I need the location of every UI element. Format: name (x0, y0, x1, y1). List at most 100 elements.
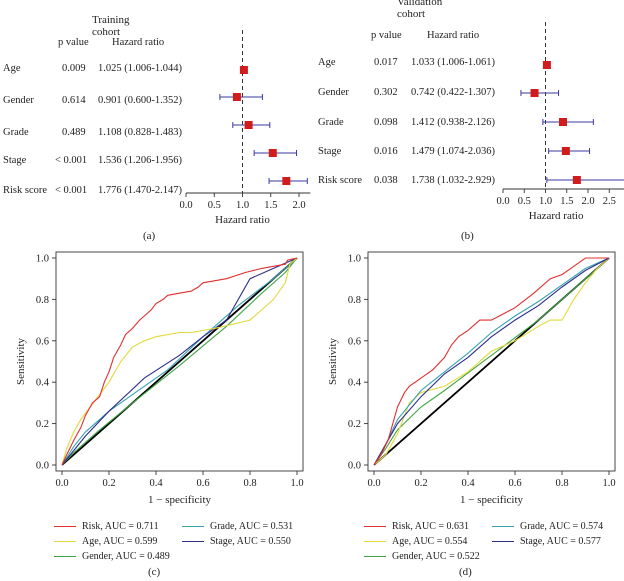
row-hr-text: 0.901 (0.600-1.352) (98, 95, 182, 106)
x-tick-label: 1.0 (290, 478, 303, 489)
y-tick-label: 0.6 (36, 336, 49, 347)
y-axis-label: Sensitivity (327, 337, 339, 385)
legend: Risk, AUC = 0.631 Grade, AUC = 0.574 Age… (312, 520, 624, 562)
legend: Risk, AUC = 0.711 Grade, AUC = 0.531 Age… (0, 520, 312, 562)
x-tick-label: 1.0 (602, 478, 615, 489)
x-tick-label: 0.5 (208, 200, 221, 211)
plot-frame (367, 251, 616, 472)
x-axis-label: Hazard ratio (215, 214, 270, 226)
legend-swatch (182, 541, 204, 542)
y-tick-label: 0.4 (348, 378, 362, 389)
row-p-value: 0.302 (374, 87, 398, 98)
column-header-p: p value (371, 30, 402, 41)
x-tick-label: 1.5 (560, 196, 573, 207)
legend-label: Grade, AUC = 0.531 (210, 521, 294, 532)
row-hr-text: 1.776 (1.470-2.147) (98, 185, 182, 196)
legend-label: Age, AUC = 0.599 (82, 536, 158, 547)
x-tick-label: 0.0 (367, 478, 380, 489)
y-tick-label: 0.8 (348, 295, 361, 306)
legend-item-grade: Grade, AUC = 0.574 (492, 521, 603, 532)
row-hr-text: 1.025 (1.006-1.044) (98, 63, 182, 74)
x-tick-label: 1.0 (236, 200, 249, 211)
plot-frame (55, 251, 304, 472)
legend-label: Grade, AUC = 0.574 (520, 521, 604, 532)
legend-label: Stage, AUC = 0.577 (520, 536, 601, 547)
x-tick-label: 0.2 (102, 478, 115, 489)
roc-curve-diagonal (61, 257, 298, 466)
forest-plot-svg: 0.0 0.5 1.0 1.5 2.0 2.5 Hazard ratio (496, 22, 624, 222)
hazard-ratio-point (268, 149, 277, 157)
hazard-ratio-point (530, 89, 539, 97)
row-label: Age (3, 63, 21, 74)
legend-item-stage: Stage, AUC = 0.577 (492, 536, 601, 547)
x-axis-label: 1 − specificity (148, 494, 212, 506)
row-p-value: 0.098 (374, 117, 398, 128)
legend-item-risk: Risk, AUC = 0.711 (54, 521, 159, 532)
legend-item-gender: Gender, AUC = 0.489 (54, 551, 170, 562)
forest-plot-svg: 0.0 0.5 1.0 1.5 2.0 Hazard ratio (179, 30, 311, 226)
legend-item-gender: Gender, AUC = 0.522 (364, 551, 480, 562)
legend-swatch (364, 526, 386, 527)
legend-item-stage: Stage, AUC = 0.550 (182, 536, 291, 547)
x-tick-label: 2.5 (603, 196, 616, 207)
x-tick-label: 0.4 (461, 478, 475, 489)
roc-plot-svg: 0.0 0.0 0.2 0.2 0.4 0.4 0.6 0.6 0.8 0.8 1.0 1.0 1 − … (327, 251, 616, 506)
row-hr-text: 1.033 (1.006-1.061) (411, 57, 495, 68)
row-label: Stage (3, 155, 27, 166)
y-axis-label: Sensitivity (15, 337, 27, 385)
legend-swatch (364, 556, 386, 557)
row-p-value: 0.009 (62, 63, 86, 74)
row-label: Grade (3, 127, 29, 138)
row-label: Gender (318, 87, 349, 98)
row-hr-text: 1.479 (1.074-2.036) (411, 146, 495, 157)
x-tick-label: 0.2 (414, 478, 427, 489)
x-tick-label: 1.0 (539, 196, 552, 207)
y-tick-label: 0.6 (348, 336, 361, 347)
x-tick-label: 0.6 (196, 478, 209, 489)
y-tick-label: 0.8 (36, 295, 49, 306)
roc-curve-age (61, 257, 298, 466)
row-p-value: < 0.001 (55, 155, 88, 166)
legend-item-risk: Risk, AUC = 0.631 (364, 521, 469, 532)
x-tick-label: 0.4 (149, 478, 163, 489)
x-tick-label: 2.0 (292, 200, 305, 211)
y-tick-label: 0.2 (36, 419, 49, 430)
row-hr-text: 0.742 (0.422-1.307) (411, 87, 495, 98)
roc-curve-grade (61, 257, 298, 466)
roc-plot-svg: 0.0 0.0 0.2 0.2 0.4 0.4 0.6 0.6 0.8 0.8 1.0 1.0 1 − … (15, 251, 304, 506)
y-tick-label: 1.0 (36, 254, 49, 265)
hazard-ratio-point (572, 176, 581, 184)
row-hr-text: 1.412 (0.938-2.126) (411, 117, 495, 128)
legend-item-age: Age, AUC = 0.554 (364, 536, 467, 547)
x-tick-label: 0.0 (496, 196, 509, 207)
legend-label: Stage, AUC = 0.550 (210, 536, 291, 547)
forest-title: Validation cohort (397, 0, 443, 20)
row-label: Age (318, 57, 336, 68)
legend-swatch (54, 541, 76, 542)
row-p-value: 0.016 (374, 146, 398, 157)
x-tick-label: 2.0 (581, 196, 594, 207)
column-header-hr: Hazard ratio (427, 30, 480, 41)
hazard-ratio-point (559, 118, 568, 126)
x-tick-label: 0.0 (179, 200, 192, 211)
roc-curve-risk (373, 257, 609, 466)
legend-swatch (182, 526, 204, 527)
x-axis-label: 1 − specificity (460, 494, 524, 506)
row-p-value: 0.038 (374, 175, 398, 186)
legend-swatch (54, 526, 76, 527)
legend-swatch (492, 526, 514, 527)
roc-curve-gender (61, 257, 298, 466)
column-header-hr: Hazard ratio (112, 37, 165, 48)
hazard-ratio-point (244, 121, 253, 129)
panel-label: (a) (143, 230, 156, 242)
legend-label: Gender, AUC = 0.522 (392, 551, 480, 562)
legend-label: Risk, AUC = 0.631 (392, 521, 470, 532)
hazard-ratio-point (561, 147, 570, 155)
row-p-value: < 0.001 (55, 185, 88, 196)
hazard-ratio-point (542, 61, 551, 69)
legend-item-grade: Grade, AUC = 0.531 (182, 521, 293, 532)
row-hr-text: 1.738 (1.032-2.929) (411, 175, 495, 186)
x-tick-label: 0.5 (518, 196, 531, 207)
row-p-value: 0.489 (62, 127, 86, 138)
panel-label: (d) (459, 566, 472, 578)
